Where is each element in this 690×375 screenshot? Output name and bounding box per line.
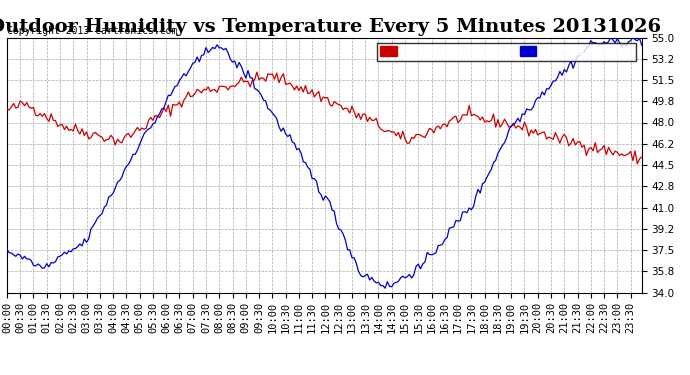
Text: Copyright 2013 Cartronics.com: Copyright 2013 Cartronics.com	[7, 26, 177, 36]
Legend: Temperature (°F), Humidity  (%): Temperature (°F), Humidity (%)	[377, 43, 636, 60]
Title: Outdoor Humidity vs Temperature Every 5 Minutes 20131026: Outdoor Humidity vs Temperature Every 5 …	[0, 18, 661, 36]
